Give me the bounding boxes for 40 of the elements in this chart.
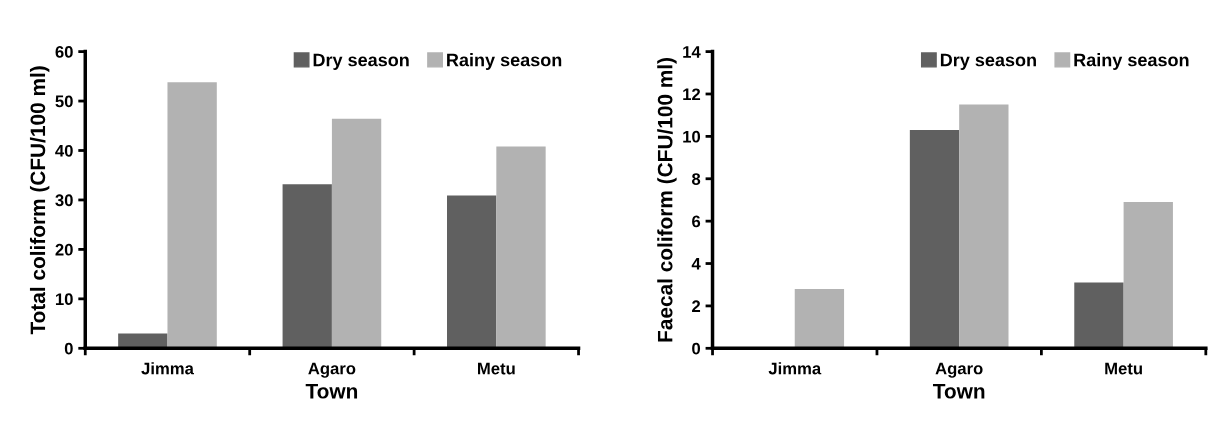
y-tick-label: 40 <box>55 144 73 157</box>
bar <box>496 146 546 349</box>
bar <box>118 333 168 349</box>
x-axis-title: Town <box>932 384 985 399</box>
legend-label: Dry season <box>940 53 1036 70</box>
x-tick-label: Jimma <box>141 362 194 375</box>
y-tick-label: 4 <box>691 258 701 270</box>
bar <box>1123 202 1173 349</box>
y-tick-label: 2 <box>692 300 701 312</box>
y-tick-label: 6 <box>692 215 701 228</box>
y-tick-label: 0 <box>64 342 73 355</box>
y-tick-label: 60 <box>55 46 73 58</box>
bar <box>1074 282 1124 349</box>
x-tick-label: Agaro <box>308 362 356 378</box>
bar <box>959 104 1009 349</box>
bar <box>282 184 332 349</box>
bar <box>909 130 960 349</box>
y-tick-label: 12 <box>683 88 701 101</box>
y-tick-label: 30 <box>55 194 73 207</box>
y-tick-label: 0 <box>692 342 701 355</box>
x-tick-label: Jimma <box>768 362 822 375</box>
legend-label: Rainy season <box>1074 53 1189 70</box>
y-tick-label: 14 <box>683 46 701 58</box>
legend-label: Dry season <box>313 53 409 70</box>
y-tick-label: 10 <box>55 293 73 306</box>
bar <box>794 288 845 349</box>
y-tick-label: 20 <box>55 243 73 256</box>
y-tick-label: 50 <box>55 95 73 108</box>
x-tick-label: Agaro <box>935 362 983 378</box>
bar <box>447 195 497 349</box>
y-tick-label: 10 <box>683 130 701 143</box>
x-tick-label: Metu <box>1105 362 1142 375</box>
bar <box>167 82 217 349</box>
y-axis-title: Faecal coliform (CFU/100 ml) <box>657 58 677 342</box>
y-axis-title: Total coliform (CFU/100 ml) <box>29 66 50 335</box>
y-tick-label: 8 <box>691 173 701 185</box>
bar <box>331 118 382 349</box>
x-tick-label: Metu <box>478 362 515 375</box>
legend-label: Rainy season <box>447 53 562 70</box>
x-axis-title: Town <box>305 384 358 399</box>
